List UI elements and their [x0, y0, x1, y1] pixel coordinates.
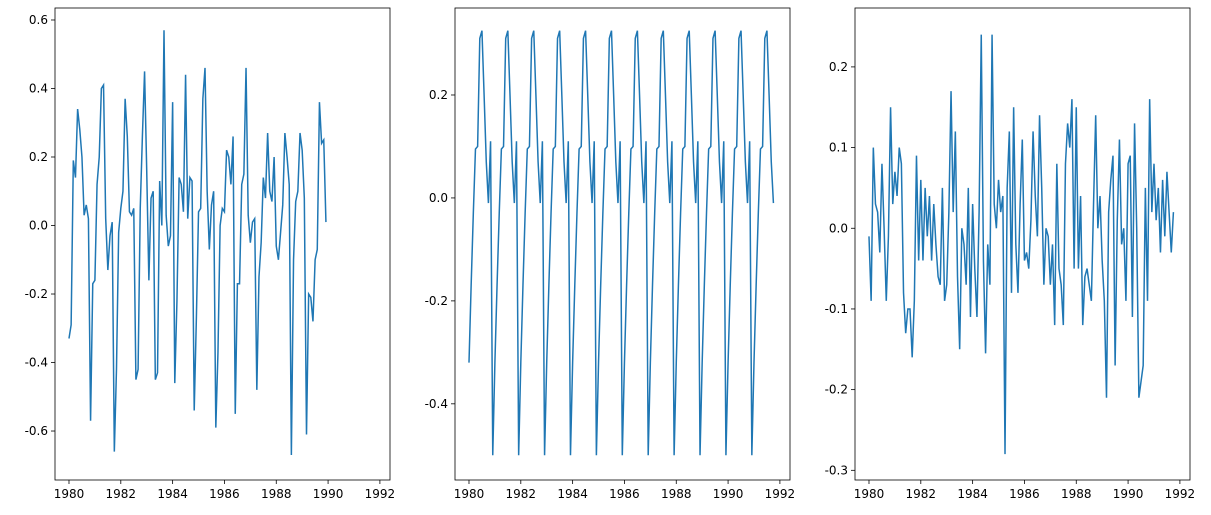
- subplot: -0.6 -0.4 -0.2 0.0 0.2 0.4 0.6 1980 1982 1984 1986…: [25, 7, 396, 501]
- x-tick-label: 1984: [957, 487, 988, 501]
- y-tick-label: -0.3: [825, 463, 848, 477]
- y-tick-label: -0.2: [25, 287, 48, 301]
- y-tick-label: 0.2: [429, 88, 448, 102]
- axes-frame: [454, 7, 791, 481]
- x-tick-label: 1980: [454, 487, 485, 501]
- y-tick-label: -0.4: [25, 356, 48, 370]
- y-tick-label: 0.0: [829, 221, 848, 235]
- x-tick-label: 1986: [209, 487, 240, 501]
- y-tick-label: 0.0: [429, 191, 448, 205]
- subplot: -0.3 -0.2 -0.1 0.0 0.1 0.2 1980 1982 1984 1986 198…: [825, 7, 1196, 501]
- data-line: [468, 30, 775, 456]
- x-tick-label: 1992: [1165, 487, 1196, 501]
- x-tick-label: 1988: [261, 487, 292, 501]
- x-tick-label: 1990: [1113, 487, 1144, 501]
- x-tick-label: 1980: [54, 487, 85, 501]
- x-tick-label: 1988: [1061, 487, 1092, 501]
- x-tick-label: 1992: [365, 487, 396, 501]
- y-tick-label: -0.6: [25, 424, 48, 438]
- y-tick-label: -0.2: [825, 383, 848, 397]
- x-tick-label: 1990: [313, 487, 344, 501]
- x-tick-label: 1984: [157, 487, 188, 501]
- x-tick-label: 1982: [506, 487, 537, 501]
- y-tick-label: 0.6: [29, 13, 48, 27]
- y-tick-label: -0.4: [425, 397, 448, 411]
- data-line: [868, 34, 1175, 455]
- x-tick-label: 1990: [713, 487, 744, 501]
- y-tick-label: -0.2: [425, 294, 448, 308]
- x-tick-label: 1992: [765, 487, 796, 501]
- axes-frame: [54, 7, 391, 481]
- x-tick-label: 1986: [1009, 487, 1040, 501]
- data-line: [68, 30, 327, 456]
- y-tick-label: 0.2: [29, 150, 48, 164]
- x-tick-label: 1984: [557, 487, 588, 501]
- x-tick-label: 1982: [106, 487, 137, 501]
- y-tick-label: 0.4: [29, 81, 48, 95]
- x-tick-label: 1988: [661, 487, 692, 501]
- y-tick-label: 0.2: [829, 60, 848, 74]
- x-tick-label: 1982: [906, 487, 937, 501]
- subplot: -0.4 -0.2 0.0 0.2 1980 1982 1984 1986 1988 1990 19…: [425, 7, 796, 501]
- x-tick-label: 1980: [854, 487, 885, 501]
- x-tick-label: 1986: [609, 487, 640, 501]
- y-tick-label: 0.1: [829, 141, 848, 155]
- axes-frame: [854, 7, 1191, 481]
- y-tick-label: -0.1: [825, 302, 848, 316]
- y-tick-label: 0.0: [29, 219, 48, 233]
